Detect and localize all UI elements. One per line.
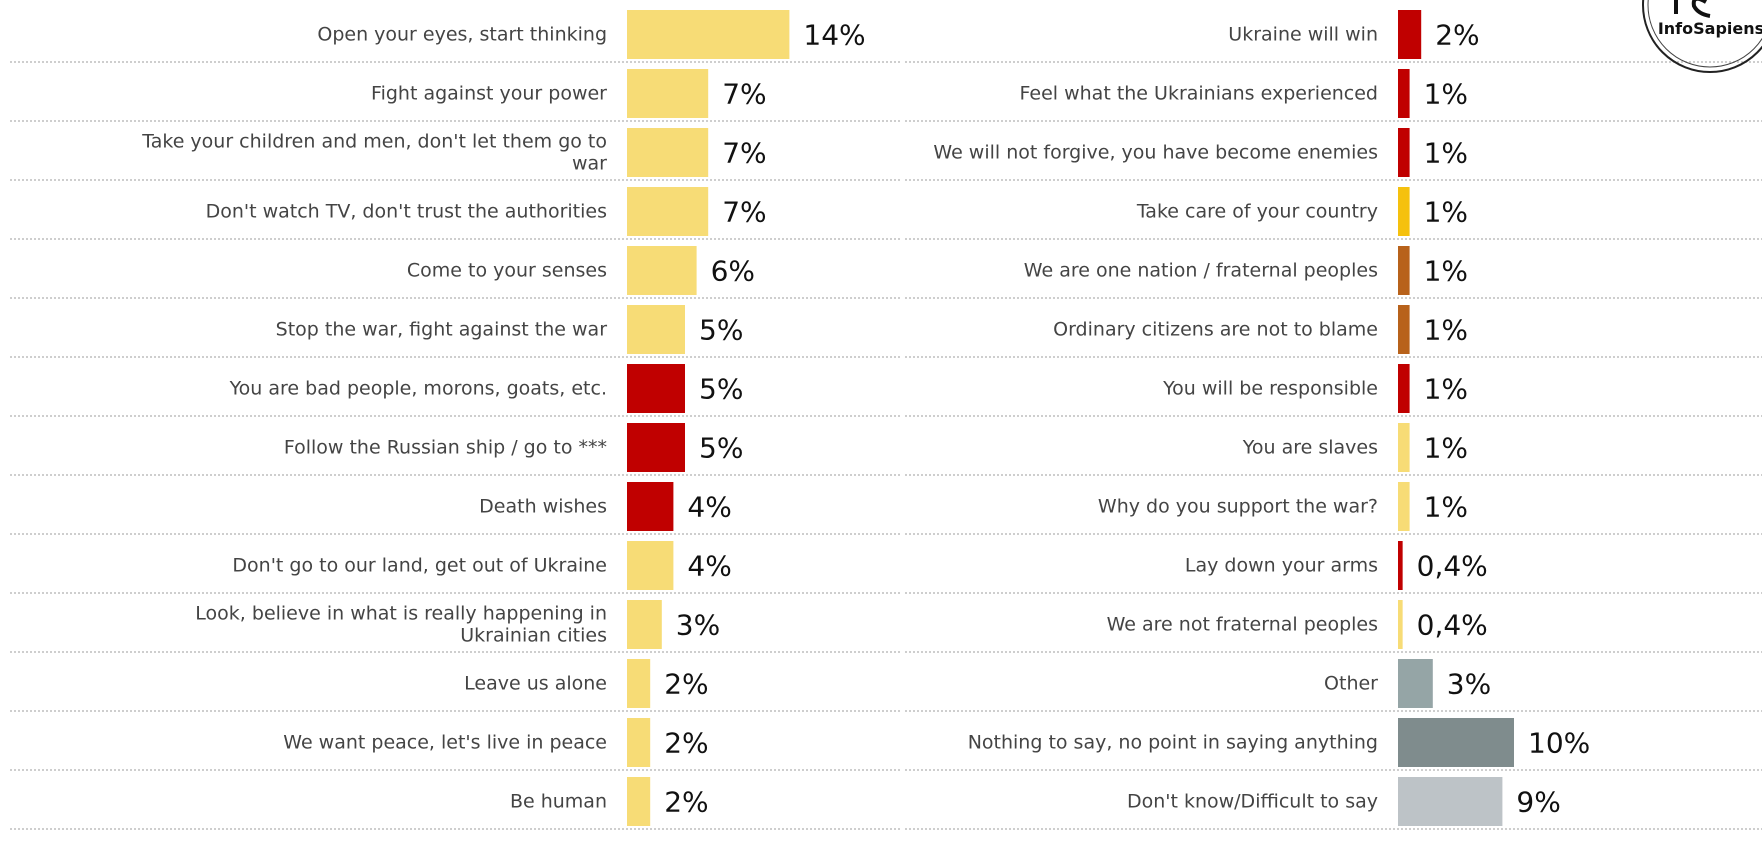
bar: [627, 718, 651, 767]
category-label: Don't watch TV, don't trust the authorit…: [206, 201, 607, 223]
value-label: 7%: [722, 137, 766, 170]
value-label: 7%: [722, 196, 766, 229]
category-label: Leave us alone: [464, 673, 607, 695]
category-label: Be human: [510, 791, 607, 813]
value-label: 1%: [1424, 314, 1468, 347]
category-label: Other: [1324, 673, 1378, 695]
category-label: Follow the Russian ship / go to ***: [284, 437, 607, 459]
value-label: 4%: [687, 491, 731, 524]
value-label: 2%: [664, 786, 708, 819]
value-label: 1%: [1424, 196, 1468, 229]
value-label: 1%: [1424, 78, 1468, 111]
category-label: You are slaves: [1242, 437, 1378, 459]
bar: [1398, 10, 1422, 59]
value-label: 3%: [1447, 668, 1491, 701]
value-label: 2%: [664, 668, 708, 701]
value-label: 6%: [711, 255, 755, 288]
category-label: We will not forgive, you have become ene…: [933, 142, 1378, 164]
category-label: Death wishes: [479, 496, 607, 518]
bar: [627, 246, 697, 295]
bar: [627, 128, 709, 177]
value-label: 3%: [676, 609, 720, 642]
bar: [627, 10, 790, 59]
bar: [1398, 246, 1410, 295]
category-label: You are bad people, morons, goats, etc.: [229, 378, 607, 400]
category-label: Take care of your country: [1136, 201, 1378, 223]
value-label: 1%: [1424, 137, 1468, 170]
value-label: 5%: [699, 432, 743, 465]
logo-text: InfoSapiens: [1658, 19, 1762, 38]
value-label: 5%: [699, 314, 743, 347]
bar: [1398, 541, 1403, 590]
category-label: Take your children and men, don't let th…: [141, 131, 607, 175]
bar: [1398, 600, 1403, 649]
category-label: Ukraine will win: [1228, 24, 1378, 46]
value-label: 1%: [1424, 491, 1468, 524]
category-label: Nothing to say, no point in saying anyth…: [968, 732, 1378, 754]
value-label: 10%: [1528, 727, 1590, 760]
category-label: You will be responsible: [1162, 378, 1378, 400]
category-label: Don't know/Difficult to say: [1127, 791, 1378, 813]
bar: [1398, 364, 1410, 413]
category-label: Look, believe in what is really happenin…: [195, 603, 607, 647]
logo-is-mark-icon: [1674, 0, 1711, 18]
value-label: 1%: [1424, 255, 1468, 288]
logo-ring-inner: [1647, 0, 1762, 68]
value-label: 2%: [1435, 19, 1479, 52]
bar: [1398, 659, 1433, 708]
bar: [1398, 69, 1410, 118]
value-label: 1%: [1424, 432, 1468, 465]
value-label: 5%: [699, 373, 743, 406]
value-label: 0,4%: [1417, 609, 1488, 642]
category-label: Don't go to our land, get out of Ukraine: [232, 555, 607, 577]
bar: [627, 659, 651, 708]
bar: [627, 69, 709, 118]
bar: [627, 364, 685, 413]
value-label: 7%: [722, 78, 766, 111]
bar: [627, 541, 674, 590]
bar: [627, 305, 685, 354]
category-label: Why do you support the war?: [1098, 496, 1378, 518]
bar: [627, 187, 709, 236]
category-label: We are not fraternal peoples: [1107, 614, 1378, 636]
left-chart-panel: Open your eyes, start thinking 14% Fight a…: [10, 10, 900, 830]
bar: [1398, 482, 1410, 531]
bar: [627, 482, 674, 531]
bar: [1398, 128, 1410, 177]
bar: [1398, 305, 1410, 354]
category-label: Ordinary citizens are not to blame: [1053, 319, 1378, 341]
category-label: Open your eyes, start thinking: [317, 24, 607, 46]
value-label: 1%: [1424, 373, 1468, 406]
category-label: We want peace, let's live in peace: [283, 732, 607, 754]
bar: [1398, 187, 1410, 236]
bar: [1398, 777, 1503, 826]
category-label: Lay down your arms: [1185, 555, 1378, 577]
value-label: 2%: [664, 727, 708, 760]
bar: [1398, 718, 1514, 767]
infosapiens-logo: InfoSapiens: [1642, 0, 1762, 73]
logo-ring-outer: [1642, 0, 1762, 73]
category-label: Come to your senses: [407, 260, 607, 282]
category-label: Stop the war, fight against the war: [276, 319, 608, 341]
bar: [627, 423, 685, 472]
bar: [627, 777, 651, 826]
category-label: Fight against your power: [371, 83, 607, 105]
value-label: 0,4%: [1417, 550, 1488, 583]
category-label: We are one nation / fraternal peoples: [1024, 260, 1378, 282]
value-label: 14%: [803, 19, 865, 52]
value-label: 4%: [687, 550, 731, 583]
right-chart-panel: Ukraine will win 2% Feel what the Ukrainia…: [905, 10, 1762, 830]
bar: [1398, 423, 1410, 472]
value-label: 9%: [1516, 786, 1560, 819]
bar: [627, 600, 662, 649]
category-label: Feel what the Ukrainians experienced: [1020, 83, 1378, 105]
